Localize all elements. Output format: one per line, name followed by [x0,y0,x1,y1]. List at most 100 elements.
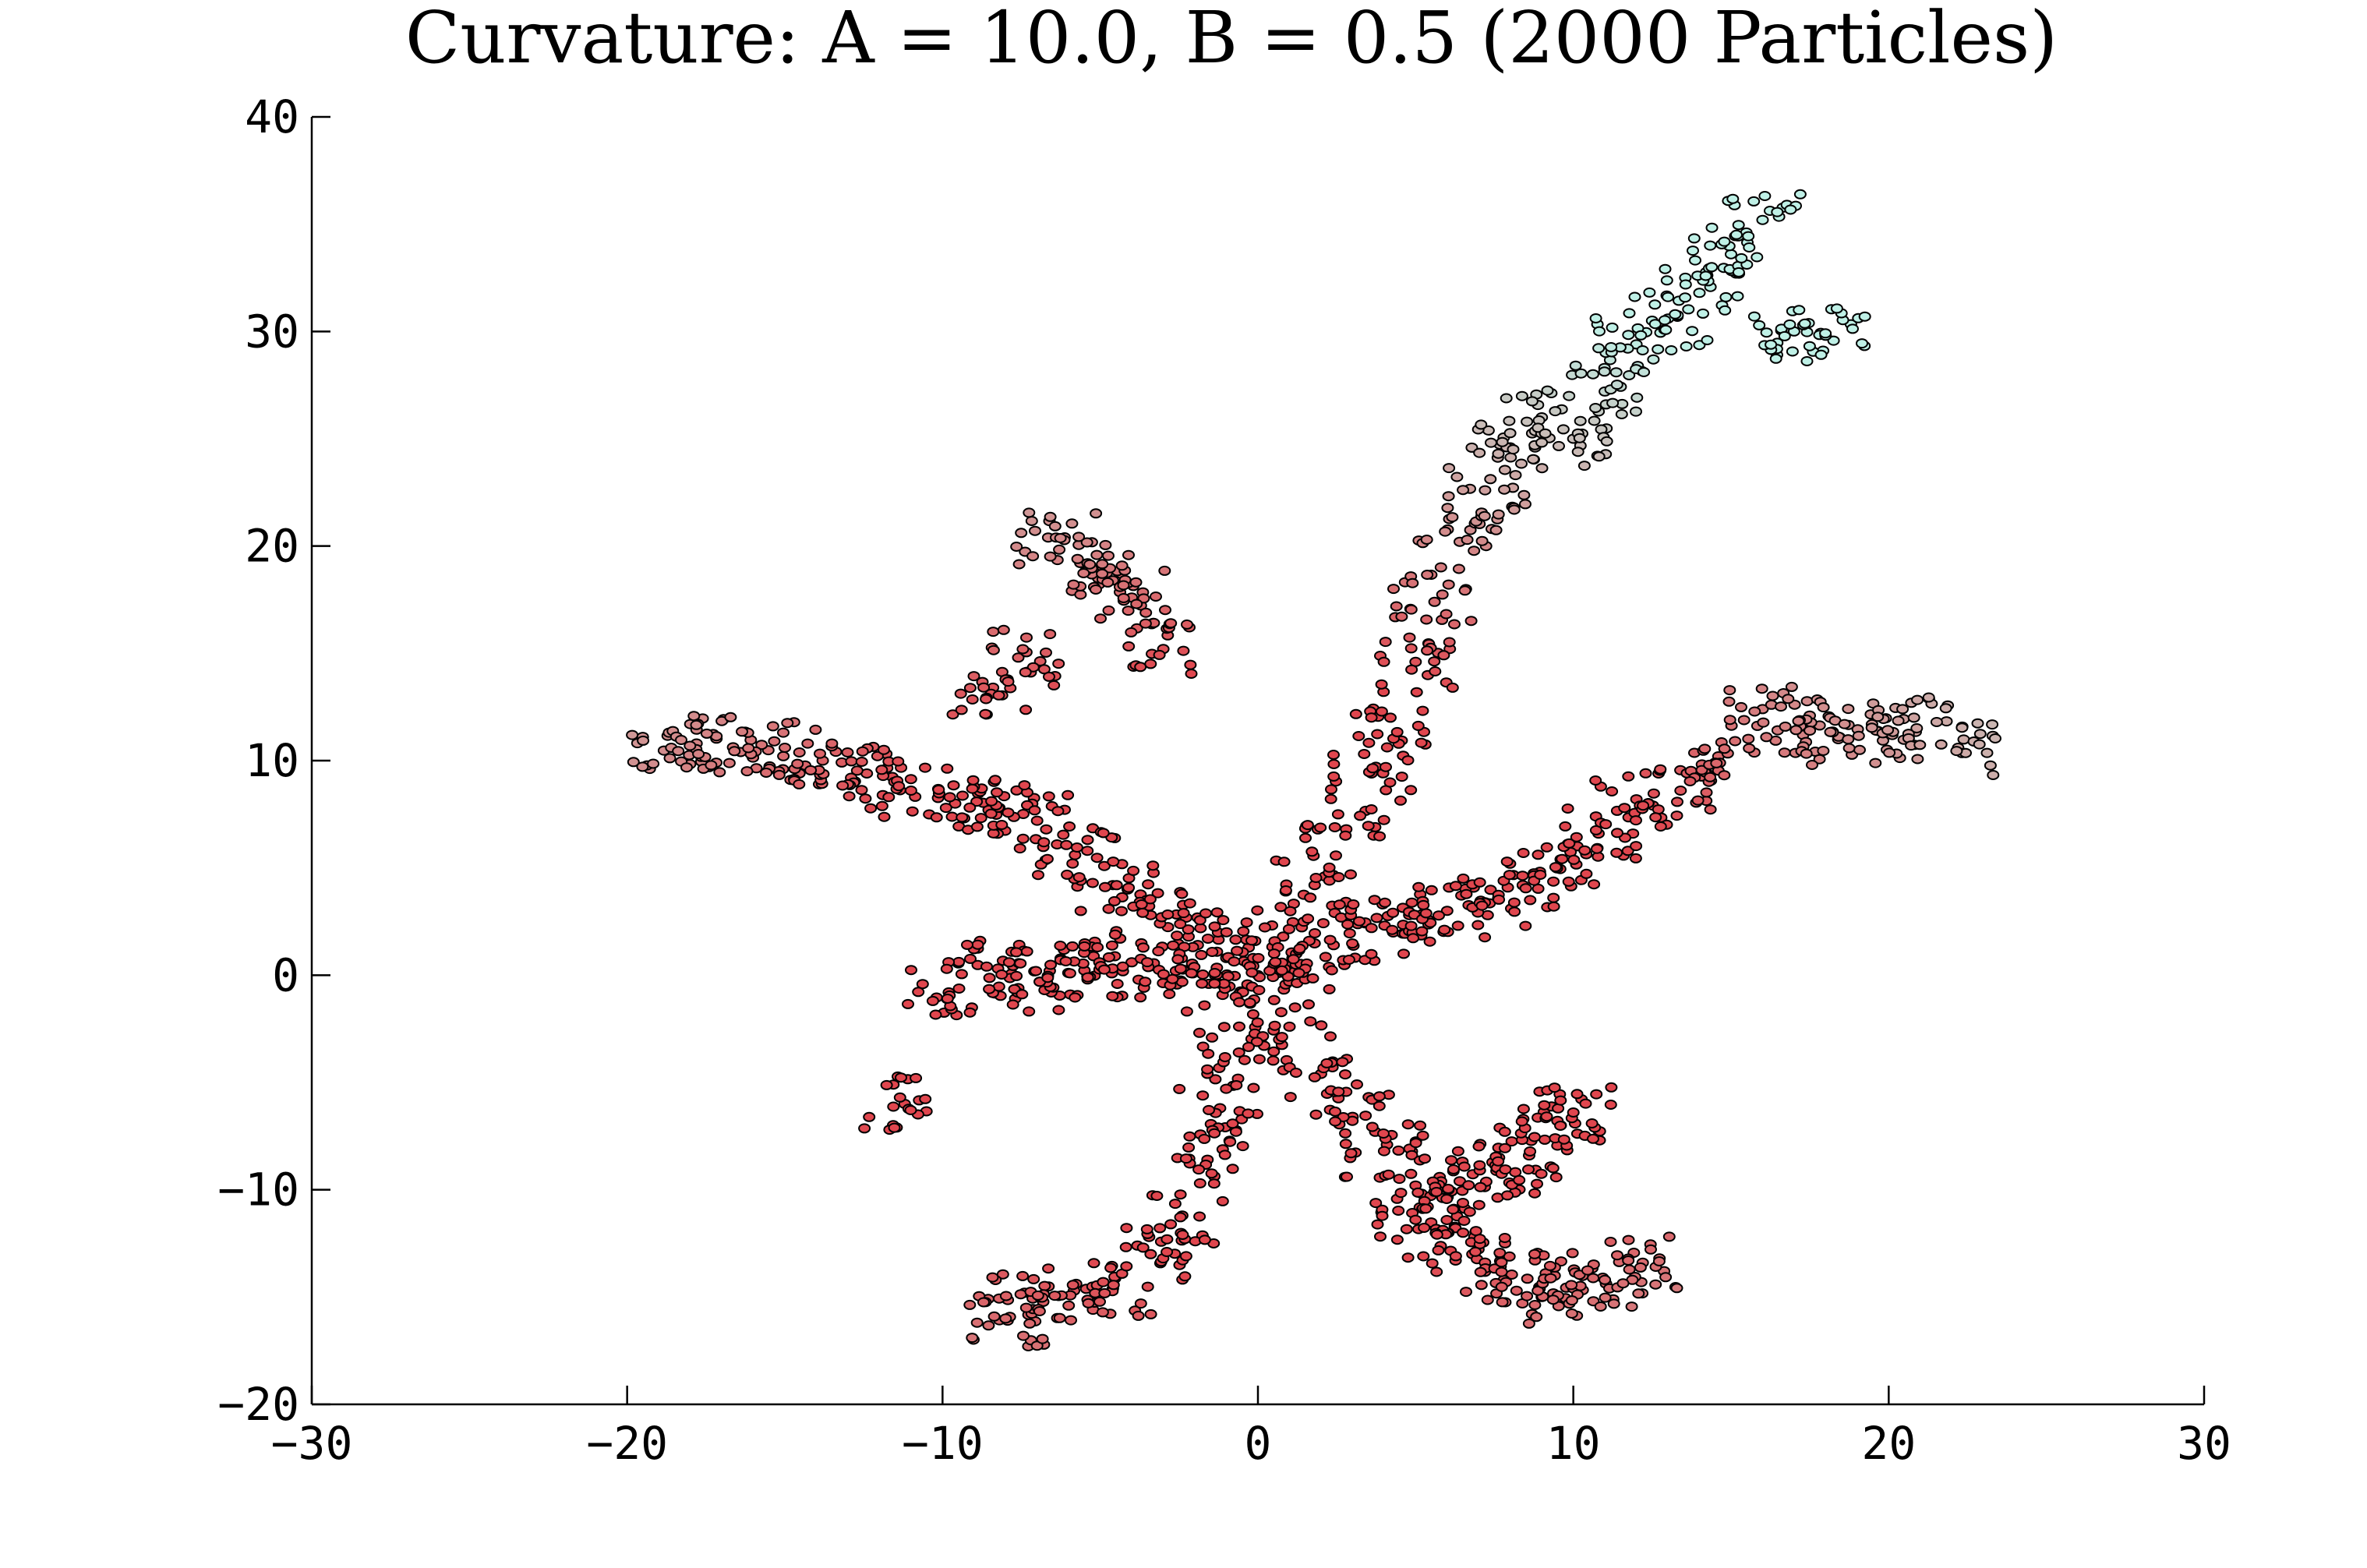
particle-point [850,765,864,776]
particle-point [1819,328,1832,339]
particle-point [1457,1161,1471,1172]
particle-point [1418,1223,1431,1233]
y-tick-label: −10 [217,1164,299,1217]
particle-point [1530,1312,1543,1323]
particle-point [1423,936,1436,947]
particle-point [1548,1082,1561,1093]
particle-point [1704,772,1717,782]
particle-point [1871,712,1885,722]
particle-point [1478,510,1491,521]
particle-point [1687,245,1699,256]
particle-point [1116,961,1129,972]
particle-point [1605,342,1618,352]
particle-point [1040,647,1052,658]
particle-point [1082,1298,1095,1308]
particle-point [1457,1216,1471,1226]
particle-point [1756,214,1769,225]
particle-point [1010,542,1023,552]
particle-point [1010,970,1023,981]
particle-point [1748,706,1761,717]
particle-point [1515,1116,1528,1127]
particle-point [1503,415,1516,426]
x-tick-label: −10 [902,1417,984,1470]
particle-point [1048,521,1062,531]
particle-point [1417,899,1430,910]
particle-point [1349,708,1362,719]
particle-point [1611,828,1623,839]
particle-point [1120,1223,1133,1234]
particle-point [1630,392,1644,403]
particle-point [971,939,984,950]
particle-point [1134,662,1147,673]
particle-point [1038,1280,1051,1291]
particle-point [1622,1234,1635,1245]
particle-point [1574,368,1588,379]
particle-point [1531,1178,1543,1189]
particle-point [1986,719,1999,730]
particle-point [1543,1260,1556,1271]
particle-point [1057,829,1070,840]
particle-point [1649,812,1662,823]
particle-point [855,757,868,767]
particle-point [1108,895,1121,906]
particle-point [855,785,868,796]
particle-point [1503,870,1516,881]
particle-point [1419,1203,1433,1214]
particle-point [1395,611,1408,622]
particle-point [1150,592,1162,602]
particle-point [1629,853,1642,863]
particle-point [1339,1128,1352,1139]
particle-point [1390,601,1403,612]
particle-point [1525,396,1539,407]
particle-point [985,796,998,807]
particle-point [1157,969,1170,980]
particle-point [1528,1132,1541,1142]
particle-point [1293,943,1306,954]
particle-point [1134,992,1147,1003]
particle-point [1587,1133,1599,1144]
particle-point [663,753,677,764]
particle-point [1053,1312,1066,1323]
particle-point [1401,1119,1415,1130]
particle-point [1150,1191,1164,1201]
particle-point [1438,924,1451,935]
particle-point [1496,436,1509,447]
particle-point [1216,1195,1229,1206]
particle-point [1054,533,1067,543]
particle-point [1358,749,1371,759]
particle-point [1535,1168,1548,1179]
particle-point [1164,1219,1178,1230]
particle-point [1607,1298,1620,1309]
particle-point [1251,1017,1264,1028]
particle-point [1758,191,1772,201]
particle-point [825,738,839,749]
particle-point [1342,955,1355,965]
particle-point [1201,934,1214,944]
particle-point [1167,940,1180,951]
particle-point [970,796,984,807]
particle-point [1698,743,1712,754]
particle-point [875,800,889,811]
particle-point [1220,1083,1233,1094]
particle-point [963,1299,977,1310]
x-tick-label: 20 [1861,1417,1916,1470]
particle-point [1473,1160,1486,1171]
particle-point [1274,1007,1288,1018]
particle-point [1747,311,1761,322]
particle-point [1163,989,1176,999]
particle-point [1515,458,1528,469]
particle-point [1183,898,1196,909]
particle-point [1411,720,1425,731]
particle-point [863,1111,876,1122]
particle-point [1387,584,1400,595]
particle-point [1911,754,1924,765]
particle-point [1615,409,1628,419]
particle-point [1104,1263,1118,1273]
particle-point [1528,1300,1542,1310]
particle-point [1308,1072,1321,1082]
particle-point [1405,664,1418,675]
particle-point [1722,696,1736,707]
particle-point [1325,965,1338,976]
particle-point [1609,367,1623,378]
particle-point [1404,920,1418,931]
